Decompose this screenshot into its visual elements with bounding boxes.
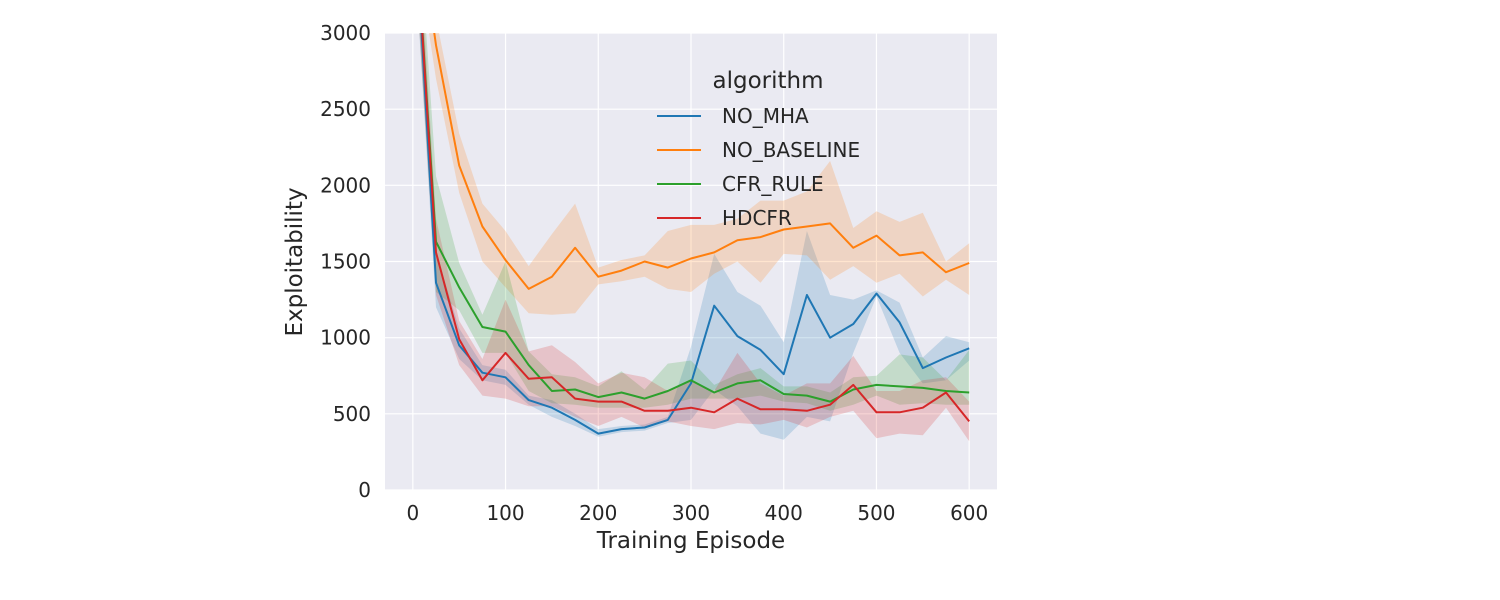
legend-label-hdcfr: HDCFR [722, 206, 792, 230]
band-no-mha [419, 33, 970, 440]
x-axis-title: Training Episode [596, 528, 785, 554]
line-hdcfr [421, 33, 970, 423]
y-tick-label: 1000 [320, 326, 371, 350]
x-tick-label: 200 [579, 501, 617, 525]
y-tick-label: 0 [358, 478, 371, 502]
y-tick-label: 1500 [320, 250, 371, 274]
y-tick-label: 3000 [320, 21, 371, 45]
grid-lines [385, 32, 997, 491]
x-tick-label: 0 [406, 501, 419, 525]
legend-label-no-baseline: NO_BASELINE [722, 138, 860, 162]
y-tick-labels: 0 500 1000 1500 2000 2500 3000 [320, 21, 371, 502]
band-no-baseline [429, 33, 970, 315]
band-hdcfr [419, 33, 970, 442]
y-tick-label: 2000 [320, 173, 371, 197]
legend: algorithm NO_MHA NO_BASELINE CFR_RULE HDCFR [657, 68, 860, 230]
y-tick-label: 2500 [320, 97, 371, 121]
x-tick-label: 600 [950, 501, 988, 525]
y-axis-title: Exploitability [282, 187, 308, 336]
x-tick-label: 500 [857, 501, 895, 525]
x-tick-label: 300 [672, 501, 710, 525]
legend-label-no-mha: NO_MHA [722, 104, 809, 128]
x-tick-label: 400 [765, 501, 803, 525]
line-no-mha [420, 33, 970, 435]
x-tick-label: 100 [486, 501, 524, 525]
confidence-bands [419, 33, 970, 442]
series-lines [420, 33, 970, 435]
y-tick-label: 500 [333, 402, 371, 426]
legend-label-cfr-rule: CFR_RULE [722, 172, 824, 196]
legend-title: algorithm [712, 68, 823, 94]
line-no-baseline [433, 33, 970, 290]
band-cfr-rule [419, 33, 970, 411]
line-cfr-rule [421, 33, 970, 403]
x-tick-labels: 0 100 200 300 400 500 600 [406, 501, 988, 525]
